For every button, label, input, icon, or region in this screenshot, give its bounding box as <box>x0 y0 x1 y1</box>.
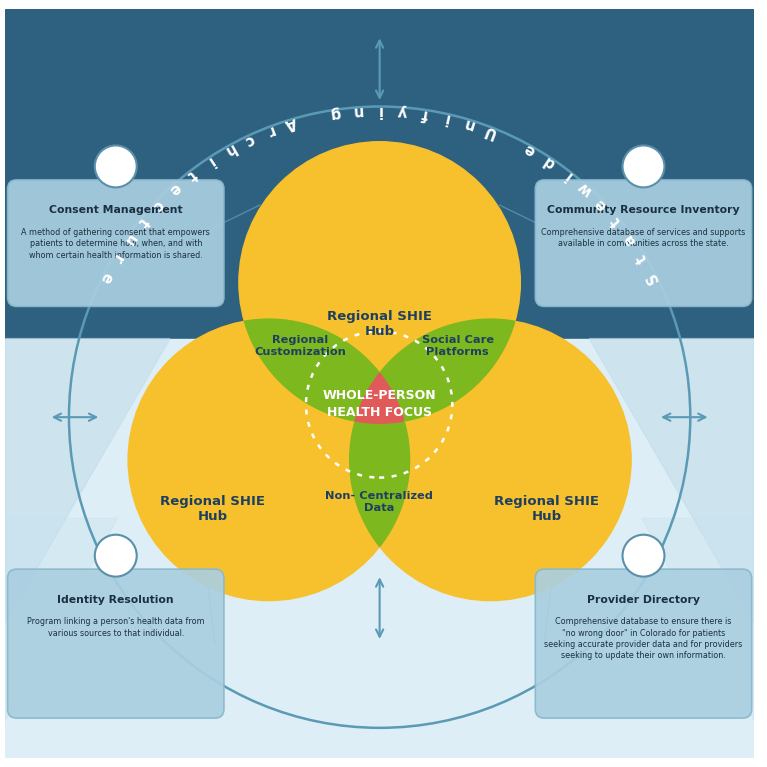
Circle shape <box>350 319 631 601</box>
Bar <box>5 9 754 338</box>
Text: Community Resource Inventory: Community Resource Inventory <box>547 206 740 216</box>
Text: n: n <box>461 115 476 132</box>
Text: t: t <box>634 252 650 265</box>
Circle shape <box>95 535 137 577</box>
Text: Regional SHIE
Hub: Regional SHIE Hub <box>494 495 599 522</box>
Text: i: i <box>203 154 216 170</box>
Text: U: U <box>482 121 498 140</box>
Text: n: n <box>351 104 363 119</box>
Polygon shape <box>5 518 117 720</box>
Text: r: r <box>109 252 125 265</box>
Circle shape <box>623 535 664 577</box>
Text: a: a <box>621 231 639 248</box>
Text: Comprehensive database to ensure there is
"no wrong door" in Colorado for patien: Comprehensive database to ensure there i… <box>545 617 742 660</box>
Text: WHOLE-PERSON
HEALTH FOCUS: WHOLE-PERSON HEALTH FOCUS <box>322 390 436 420</box>
Text: e: e <box>592 196 610 213</box>
Polygon shape <box>350 373 410 547</box>
Text: w: w <box>575 179 595 199</box>
Text: Consent Management: Consent Management <box>49 206 183 216</box>
Text: Non- Centralized
Data: Non- Centralized Data <box>325 491 433 512</box>
Text: i: i <box>377 103 382 118</box>
Polygon shape <box>642 518 754 720</box>
Text: r: r <box>264 123 275 139</box>
Text: i: i <box>561 167 574 182</box>
FancyBboxPatch shape <box>8 569 224 718</box>
FancyBboxPatch shape <box>535 569 752 718</box>
FancyBboxPatch shape <box>8 180 224 306</box>
Polygon shape <box>245 319 404 423</box>
Text: t: t <box>608 214 624 229</box>
Text: h: h <box>221 140 237 159</box>
Text: d: d <box>541 153 558 171</box>
Text: S: S <box>644 270 662 286</box>
Circle shape <box>239 142 520 423</box>
Text: g: g <box>328 105 341 122</box>
Text: Comprehensive database of services and supports
available in communities across : Comprehensive database of services and s… <box>542 228 746 249</box>
Text: Program linking a person's health data from
various sources to that individual.: Program linking a person's health data f… <box>27 617 205 637</box>
Text: Regional
Customization: Regional Customization <box>255 335 347 357</box>
Text: c: c <box>242 131 256 148</box>
Polygon shape <box>589 338 754 623</box>
Text: Provider Directory: Provider Directory <box>587 594 700 604</box>
Text: c: c <box>150 196 166 213</box>
Text: A method of gathering consent that empowers
patients to determine how, when, and: A method of gathering consent that empow… <box>21 228 210 260</box>
Text: f: f <box>420 106 429 121</box>
Text: u: u <box>120 231 139 248</box>
Text: A: A <box>283 114 298 132</box>
Polygon shape <box>5 338 170 623</box>
Circle shape <box>128 319 410 601</box>
FancyBboxPatch shape <box>535 180 752 306</box>
Circle shape <box>623 146 664 187</box>
Text: t: t <box>184 166 199 183</box>
Text: e: e <box>97 270 115 286</box>
Text: Regional SHIE
Hub: Regional SHIE Hub <box>327 310 432 337</box>
Text: Social Care
Platforms: Social Care Platforms <box>422 335 494 357</box>
Text: y: y <box>397 104 407 119</box>
Text: t: t <box>135 214 151 229</box>
Text: e: e <box>166 180 183 198</box>
Bar <box>5 338 754 758</box>
Text: Identity Resolution: Identity Resolution <box>58 594 174 604</box>
Text: i: i <box>443 110 451 126</box>
Circle shape <box>95 146 137 187</box>
Polygon shape <box>355 374 403 423</box>
Text: e: e <box>522 141 538 159</box>
Polygon shape <box>355 319 515 423</box>
Text: Regional SHIE
Hub: Regional SHIE Hub <box>160 495 265 522</box>
